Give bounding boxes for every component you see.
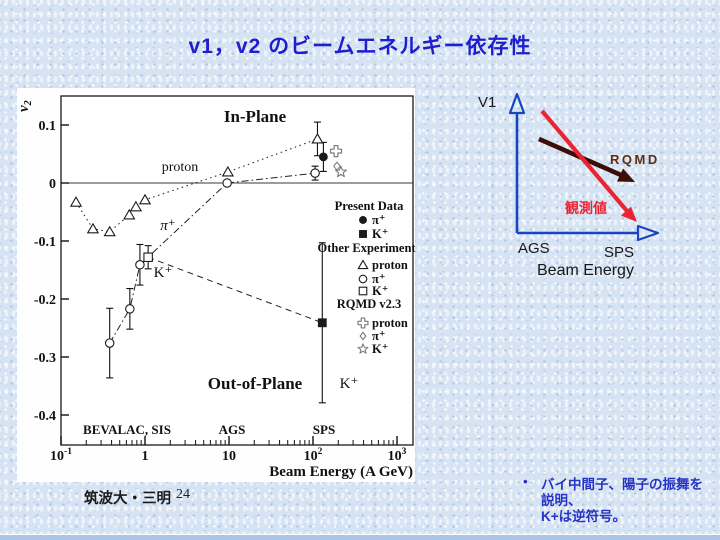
svg-text:102: 102 [304, 447, 323, 464]
svg-text:π⁺: π⁺ [372, 272, 385, 286]
schematic-ags-label: AGS [518, 240, 550, 257]
notes-list: • Ｖ１； – エネルギーと共に低下 – ＲＱＭＤに比べてＡＧＳでは大 きく、Ｓ… [440, 298, 718, 528]
svg-text:RQMD v2.3: RQMD v2.3 [337, 297, 402, 311]
svg-text:1: 1 [142, 449, 149, 464]
svg-text:Other Experiments: Other Experiments [318, 241, 415, 255]
sub-bullet-icon: • [523, 474, 528, 489]
svg-text:proton: proton [162, 160, 199, 175]
v2-beam-energy-plot: 0.1 0 -0.1 -0.2 -0.3 -0.4 10-1 1 10 102 103 Beam En… [16, 88, 421, 482]
svg-text:0.1: 0.1 [39, 119, 57, 134]
slide-bottom-edge [0, 534, 720, 540]
svg-text:-0.1: -0.1 [34, 235, 56, 250]
svg-text:BEVALAC, SIS: BEVALAC, SIS [83, 422, 171, 437]
rqmd-arrowhead-icon [617, 168, 635, 182]
svg-text:proton: proton [372, 316, 408, 330]
svg-text:SPS: SPS [313, 422, 335, 437]
bullet-v2-note-line3: K+は逆符号。 [541, 509, 627, 524]
svg-text:-0.2: -0.2 [34, 293, 56, 308]
bullet-v2-note-line2: 説明、 [541, 493, 582, 508]
svg-text:proton: proton [372, 258, 408, 272]
svg-text:K⁺: K⁺ [372, 284, 388, 298]
svg-text:10-1: 10-1 [50, 447, 72, 464]
svg-text:K⁺: K⁺ [340, 376, 359, 392]
schematic-x-axis-title: Beam Energy [537, 262, 634, 279]
observed-arrowhead-icon [621, 206, 637, 222]
right-arrowhead-icon [636, 224, 660, 242]
svg-text:In-Plane: In-Plane [224, 107, 287, 126]
slide-title: v1，v2 のビームエネルギー依存性 [188, 35, 532, 58]
svg-text:v2: v2 [17, 100, 34, 112]
svg-text:AGS: AGS [219, 422, 246, 437]
observed-value-label: 観測値 [565, 200, 607, 216]
observed-trend-arrow [540, 109, 629, 213]
page-number: 24 [176, 487, 190, 502]
svg-text:Present Data: Present Data [335, 199, 405, 213]
rqmd-label: RQMD [610, 152, 660, 167]
footer-affiliation: 筑波大・三明 [84, 491, 171, 507]
v1-schematic-svg: V1 RQMD 観測値 AGS SPS Beam Energy [478, 92, 660, 279]
svg-text:π⁺: π⁺ [372, 329, 385, 343]
v1-schematic: V1 RQMD 観測値 AGS SPS Beam Energy [455, 85, 670, 285]
svg-text:-0.4: -0.4 [34, 409, 56, 424]
svg-text:π⁺: π⁺ [160, 218, 175, 234]
up-arrowhead-icon [508, 92, 526, 115]
svg-text:Beam Energy (A GeV): Beam Energy (A GeV) [269, 464, 413, 480]
svg-text:10: 10 [222, 449, 236, 464]
svg-text:103: 103 [388, 447, 407, 464]
svg-text:K⁺: K⁺ [154, 265, 173, 281]
svg-text:π⁺: π⁺ [372, 213, 385, 227]
schematic-sps-label: SPS [604, 244, 634, 261]
svg-text:0: 0 [49, 177, 56, 192]
schematic-y-axis-label: V1 [478, 94, 496, 111]
bullet-v2-note-line1: バイ中間子、陽子の振舞を [541, 477, 703, 492]
svg-text:K⁺: K⁺ [372, 227, 388, 241]
svg-text:-0.3: -0.3 [34, 351, 56, 366]
svg-text:Out-of-Plane: Out-of-Plane [208, 374, 303, 393]
svg-text:K⁺: K⁺ [372, 342, 388, 356]
